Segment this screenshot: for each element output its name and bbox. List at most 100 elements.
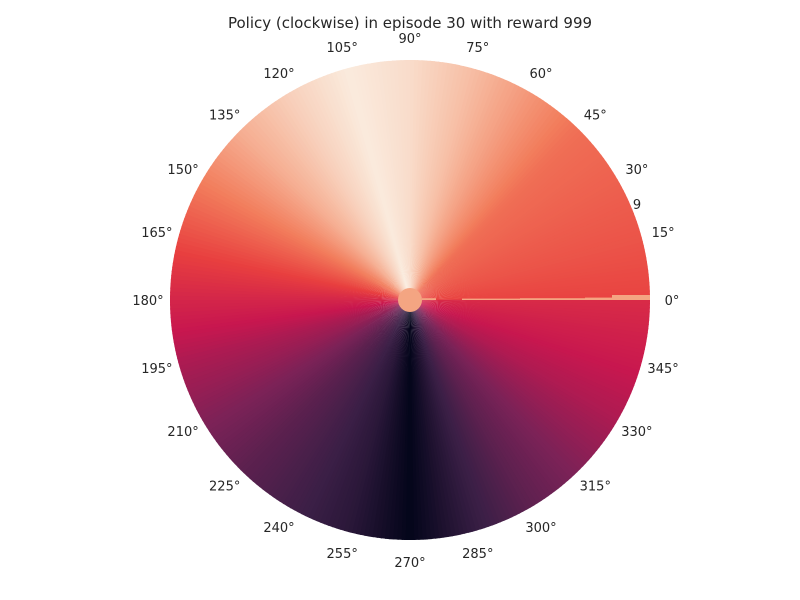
angle-tick-label: 255° — [327, 547, 358, 562]
polar-wedge — [364, 300, 410, 537]
polar-wedge — [410, 67, 477, 300]
polar-wedge — [174, 250, 410, 300]
seam-segment — [585, 297, 612, 300]
polar-wedge — [410, 300, 600, 452]
polar-wedges — [169, 59, 651, 541]
polar-wedge — [410, 182, 622, 300]
chart-title: Policy (clockwise) in episode 30 with re… — [228, 14, 592, 32]
polar-wedge — [410, 66, 473, 300]
polar-wedge — [410, 138, 592, 300]
polar-wedge — [410, 102, 552, 300]
polar-wedge — [275, 300, 410, 502]
polar-wedge — [208, 165, 410, 300]
polar-wedge — [410, 300, 619, 424]
polar-wedge — [401, 300, 410, 540]
polar-wedge — [410, 300, 629, 406]
polar-wedge — [410, 87, 527, 300]
polar-wedge — [410, 300, 630, 402]
polar-wedge — [410, 81, 516, 301]
polar-wedge — [368, 300, 410, 538]
polar-wedge — [213, 300, 410, 443]
polar-wedge — [410, 118, 571, 300]
polar-wedge — [410, 300, 617, 428]
polar-wedge — [410, 300, 639, 379]
polar-wedge — [410, 300, 649, 330]
polar-wedge — [410, 300, 587, 467]
polar-wedge — [223, 300, 410, 456]
polar-wedge — [410, 135, 589, 300]
polar-wedge — [410, 300, 572, 482]
polar-wedge — [290, 300, 410, 511]
polar-wedge — [211, 300, 410, 439]
polar-wedge — [410, 300, 559, 492]
polar-wedge — [410, 77, 504, 300]
polar-wedge — [356, 300, 410, 536]
polar-wedge — [410, 300, 546, 502]
angle-tick-label: 210° — [167, 425, 198, 440]
polar-wedge — [410, 300, 644, 363]
polar-seam-marks — [422, 295, 650, 300]
polar-wedge — [176, 237, 410, 300]
polar-wedge — [170, 279, 410, 300]
polar-wedge — [408, 59, 415, 300]
polar-wedge — [410, 64, 460, 300]
polar-wedge — [410, 300, 632, 398]
polar-wedge — [279, 300, 410, 505]
polar-wedge — [180, 225, 410, 300]
polar-wedge — [410, 300, 535, 508]
polar-wedge — [234, 300, 410, 468]
polar-wedge — [410, 300, 566, 487]
polar-wedge — [171, 266, 410, 300]
polar-wedge — [410, 300, 542, 504]
polar-wedge — [410, 300, 590, 464]
polar-wedge — [226, 300, 410, 459]
polar-wedge — [239, 127, 410, 300]
polar-wedge — [410, 75, 500, 301]
polar-wedge — [410, 300, 539, 506]
polar-wedge — [327, 300, 410, 528]
polar-wedge — [170, 291, 410, 300]
angle-tick-label: 90° — [398, 32, 421, 47]
polar-wedge — [410, 62, 452, 301]
polar-wedge — [410, 300, 650, 309]
polar-wedge — [251, 116, 410, 301]
polar-wedge — [271, 101, 410, 300]
polar-wedge — [397, 300, 410, 540]
polar-wedge — [410, 91, 534, 300]
polar-wedge — [212, 158, 410, 300]
polar-wedge — [301, 300, 410, 517]
polar-wedge — [215, 300, 410, 446]
angle-tick-label: 225° — [209, 479, 240, 494]
polar-wedge — [360, 300, 410, 536]
polar-wedge — [228, 300, 410, 462]
polar-wedge — [410, 60, 427, 300]
polar-wedge — [410, 107, 558, 300]
polar-wedge — [389, 300, 410, 540]
polar-wedge — [201, 176, 410, 300]
polar-wedge — [405, 300, 412, 541]
polar-wedge — [195, 187, 410, 300]
polar-wedge — [410, 300, 625, 413]
polar-wedge — [410, 300, 603, 448]
polar-wedge — [410, 154, 605, 300]
polar-wedge — [331, 300, 410, 529]
angle-tick-label: 345° — [647, 362, 678, 377]
polar-wedge — [410, 85, 523, 300]
polar-wedge — [225, 142, 410, 300]
polar-wedge — [410, 300, 563, 490]
polar-wedge — [410, 60, 436, 301]
polar-wedge — [217, 152, 410, 300]
polar-wedge — [200, 300, 410, 422]
polar-wedge — [198, 300, 410, 418]
angle-tick-label: 315° — [580, 479, 611, 494]
polar-wedge — [228, 139, 410, 300]
polar-wedge — [410, 300, 532, 510]
seam-segment — [520, 298, 585, 300]
angle-tick-label: 180° — [132, 294, 163, 309]
polar-wedge — [410, 300, 578, 476]
polar-wedge — [410, 300, 575, 479]
polar-wedge — [274, 98, 410, 300]
polar-wedge — [197, 183, 410, 300]
polar-wedge — [410, 157, 607, 300]
polar-wedge — [410, 112, 565, 300]
